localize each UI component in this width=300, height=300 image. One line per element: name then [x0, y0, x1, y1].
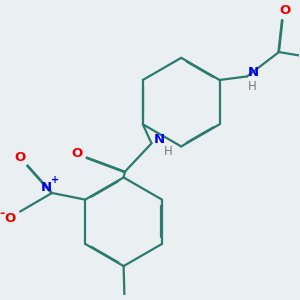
Text: -: -	[0, 207, 5, 220]
Text: H: H	[248, 80, 257, 93]
Text: H: H	[164, 145, 173, 158]
Text: O: O	[14, 151, 25, 164]
Text: N: N	[154, 133, 165, 146]
Text: O: O	[5, 212, 16, 225]
Text: N: N	[248, 66, 259, 80]
Text: +: +	[52, 175, 60, 185]
Text: O: O	[279, 4, 290, 17]
Text: O: O	[71, 148, 83, 160]
Text: N: N	[41, 181, 52, 194]
